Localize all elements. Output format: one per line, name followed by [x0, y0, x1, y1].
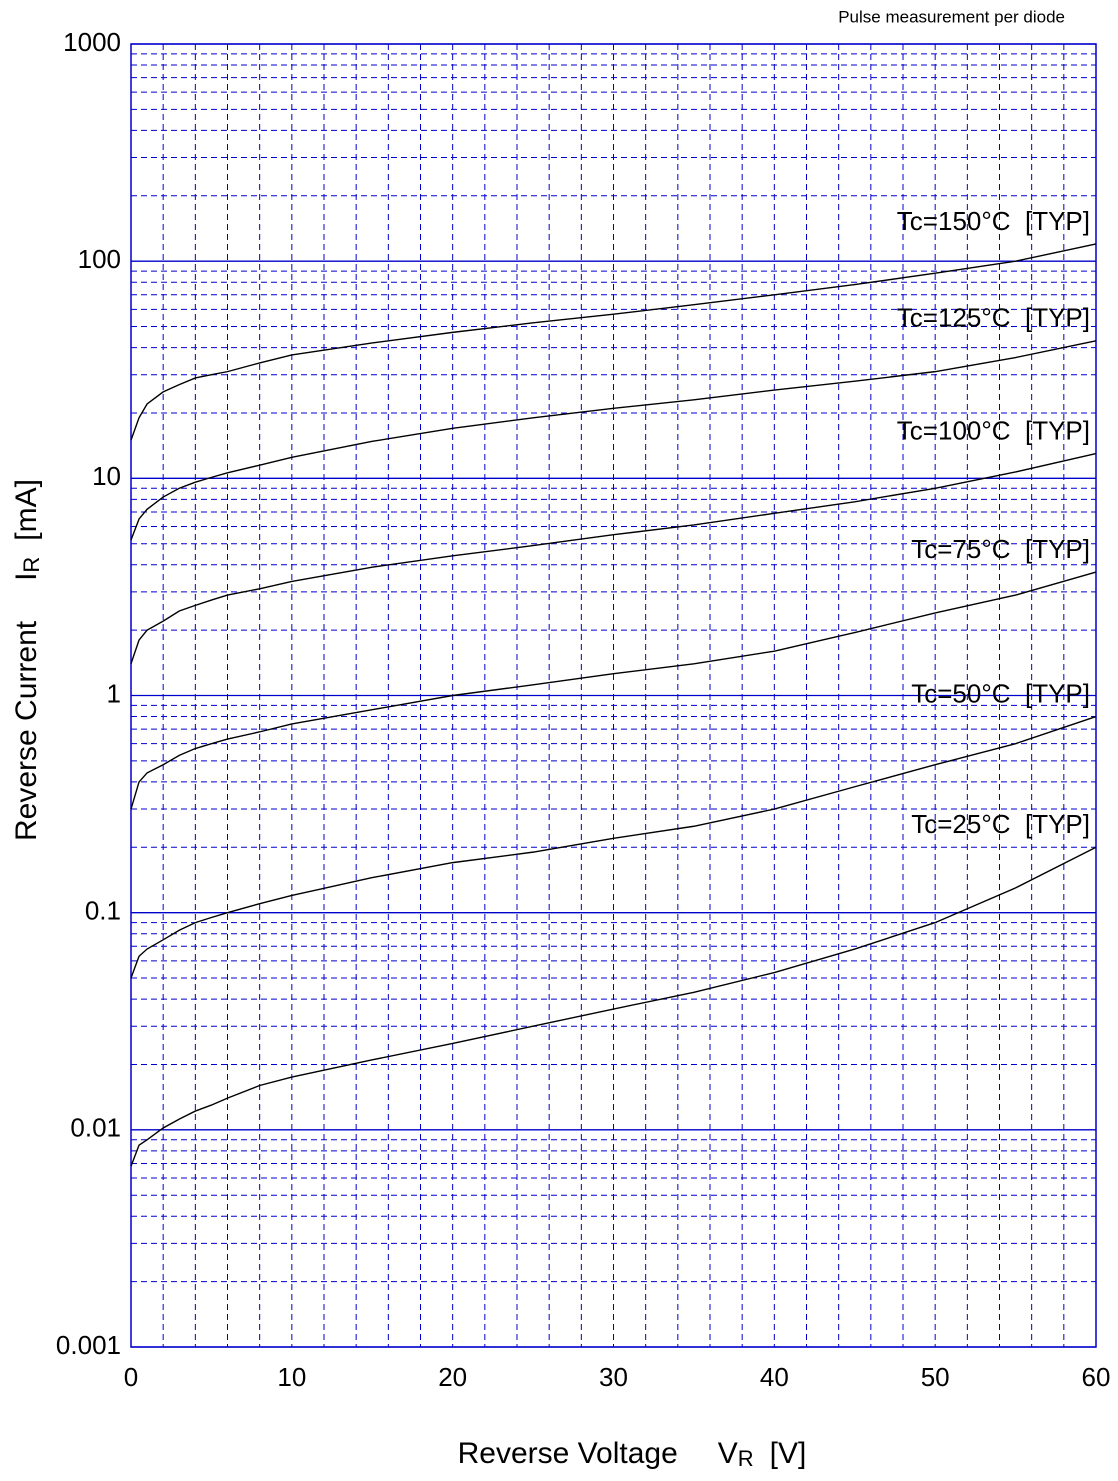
series-label: Tc=25°C [TYP] — [911, 809, 1090, 839]
y-axis-title-text: Reverse Current — [10, 620, 43, 841]
x-tick-label: 40 — [760, 1362, 789, 1392]
series-label: Tc=100°C [TYP] — [897, 415, 1090, 445]
x-axis-title-text: Reverse Voltage — [458, 1437, 678, 1470]
y-tick-label: 10 — [92, 461, 121, 491]
x-axis-symbol: V — [718, 1437, 738, 1470]
series-label: Tc=75°C [TYP] — [911, 534, 1090, 564]
y-tick-label: 0.001 — [56, 1330, 121, 1360]
series-line — [130, 846, 1097, 1167]
series-line — [130, 243, 1097, 441]
series-line — [130, 452, 1097, 664]
series-line — [130, 340, 1097, 541]
y-tick-label: 1000 — [63, 27, 121, 57]
x-axis-unit: [V] — [770, 1437, 807, 1470]
y-axis-unit: [mA] — [10, 479, 43, 541]
x-tick-label: 60 — [1082, 1362, 1111, 1392]
x-tick-label: 0 — [124, 1362, 138, 1392]
x-tick-label: 50 — [921, 1362, 950, 1392]
series-label: Tc=150°C [TYP] — [897, 206, 1090, 236]
series-line — [130, 571, 1097, 810]
y-axis-subscript: R — [19, 557, 44, 573]
y-tick-label: 0.01 — [70, 1113, 121, 1143]
y-tick-label: 0.1 — [85, 896, 121, 926]
series-label: Tc=50°C [TYP] — [911, 678, 1090, 708]
x-tick-label: 20 — [438, 1362, 467, 1392]
y-tick-label: 100 — [78, 244, 121, 274]
y-axis-symbol: I — [10, 573, 43, 581]
x-tick-label: 10 — [277, 1362, 306, 1392]
x-axis-title: Reverse Voltage VR [V] — [458, 1437, 807, 1471]
annotation: Pulse measurement per diode — [838, 7, 1065, 26]
y-tick-label: 1 — [107, 678, 121, 708]
y-axis-title: Reverse Current IR [mA] — [10, 479, 44, 841]
x-axis-subscript: R — [738, 1446, 754, 1471]
series-label: Tc=125°C [TYP] — [897, 303, 1090, 333]
series-line — [130, 715, 1097, 979]
plot-frame — [130, 43, 1097, 1348]
x-tick-label: 30 — [599, 1362, 628, 1392]
